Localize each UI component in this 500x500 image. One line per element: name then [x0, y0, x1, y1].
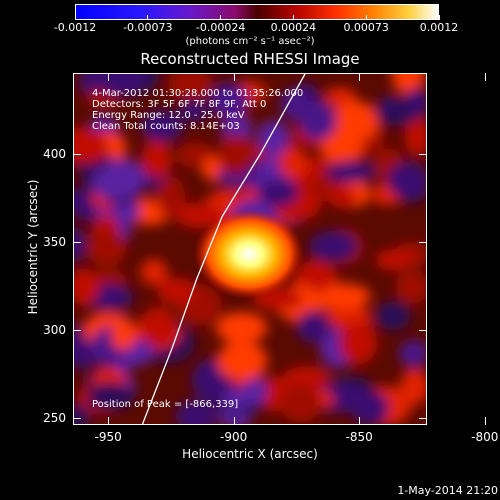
heatmap-blob [217, 340, 268, 382]
y-tickmark [419, 329, 427, 331]
heatmap-blob [74, 268, 100, 306]
heatmap-blob [375, 301, 411, 331]
heatmap-blob [258, 179, 299, 207]
heatmap-blob [179, 99, 209, 122]
y-tick-label: 400 [43, 146, 66, 161]
x-tickmark [233, 417, 235, 425]
colorbar-tick: 0.0012 [419, 21, 459, 34]
heatmap-blob [140, 258, 168, 285]
heatmap-blob [175, 399, 217, 424]
x-tickmark [359, 73, 361, 81]
y-tickmark [73, 329, 81, 331]
heatmap-blob [350, 390, 389, 424]
energy-range-label: Energy Range: 12.0 - 25.0 keV [92, 110, 245, 121]
heatmap-blob [140, 109, 184, 143]
heatmap-blob [86, 228, 127, 266]
heatmap-blob [298, 101, 337, 141]
colorbar-tickmark [220, 15, 222, 20]
heatmap-blob [319, 283, 371, 310]
colorbar-tickmark [147, 15, 149, 20]
peak-position-label: Position of Peak = [-866,339] [92, 399, 239, 410]
colorbar-tickmark [438, 15, 440, 20]
heatmap-blob [101, 158, 146, 198]
time-range-label: 4-Mar-2012 01:30:28.000 to 01:35:26.000 [92, 88, 304, 99]
colorbar [75, 4, 439, 20]
colorbar-tick: -0.00073 [123, 21, 173, 34]
heatmap-blob [209, 82, 249, 119]
heatmap-blob [140, 142, 173, 178]
y-tickmark [73, 241, 81, 243]
x-tickmark [108, 73, 110, 81]
clean-counts-label: Clean Total counts: 8.14E+03 [92, 121, 240, 132]
x-tickmark [359, 417, 361, 425]
x-axis-label: Heliocentric X (arcsec) [182, 447, 318, 461]
detectors-label: Detectors: 3F 5F 6F 7F 8F 9F, Att 0 [92, 99, 267, 110]
heatmap-blob [156, 176, 186, 219]
heatmap-blob [331, 101, 380, 141]
image-title: Reconstructed RHESSI Image [140, 50, 360, 68]
heatmap-blob [375, 249, 414, 271]
heatmap-blob [338, 320, 378, 365]
y-tick-label: 300 [43, 322, 66, 337]
heatmap-blob [404, 116, 426, 156]
heatmap-blob [329, 185, 357, 209]
y-axis-label: Heliocentric Y (arcsec) [26, 179, 40, 315]
datestamp: 1-May-2014 21:20 [397, 484, 498, 497]
x-tickmark [108, 417, 110, 425]
heatmap-blob [308, 231, 358, 262]
colorbar-tickmark [365, 15, 367, 20]
solar-limb-curve [141, 74, 306, 424]
heatmap-blob [167, 74, 213, 100]
heatmap-blob [278, 147, 308, 179]
heatmap-blob [217, 133, 254, 176]
x-tick-label: -850 [345, 430, 373, 444]
x-tickmark [484, 73, 486, 81]
heatmap-blob [220, 115, 254, 142]
x-tick-label: -800 [471, 430, 499, 444]
x-tick-label: -900 [220, 430, 248, 444]
heatmap-blob [74, 227, 87, 262]
heatmap [74, 74, 426, 424]
plot-area: 4-Mar-2012 01:30:28.000 to 01:35:26.000 … [73, 73, 427, 425]
heatmap-blob [325, 160, 376, 183]
heatmap-blob [222, 388, 249, 409]
peak-source [194, 209, 304, 299]
y-tick-label: 350 [43, 234, 66, 249]
y-tickmark [73, 417, 81, 419]
heatmap-blob [400, 368, 426, 405]
heatmap-blob [398, 339, 426, 368]
y-tickmark [419, 417, 427, 419]
y-tick-label: 250 [43, 410, 66, 425]
heatmap-blob [215, 312, 268, 344]
colorbar-tickmark [292, 15, 294, 20]
heatmap-blob [296, 310, 331, 344]
heatmap-blob [110, 324, 136, 351]
colorbar-tick: -0.0012 [53, 21, 97, 34]
y-tickmark [419, 241, 427, 243]
heatmap-blob [257, 119, 290, 157]
colorbar-tickmark [74, 15, 76, 20]
colorbar-tick: 0.00073 [343, 21, 389, 34]
x-tickmark [233, 73, 235, 81]
x-tickmark [484, 417, 486, 425]
y-tickmark [73, 153, 81, 155]
colorbar-unit: (photons cm⁻² s⁻¹ asec⁻²) [185, 36, 315, 47]
colorbar-tick: 0.00024 [270, 21, 317, 34]
heatmap-blob [140, 306, 177, 347]
heatmap-blob [279, 382, 322, 423]
heatmap-blob [157, 277, 195, 305]
heatmap-blob [74, 133, 109, 164]
heatmap-blob [386, 161, 426, 199]
heatmap-blob [395, 270, 426, 304]
y-tickmark [419, 153, 427, 155]
colorbar-tick: -0.00024 [195, 21, 246, 34]
x-tick-label: -950 [94, 430, 122, 444]
heatmap-blob [374, 104, 418, 126]
heatmap-blob [86, 381, 134, 411]
